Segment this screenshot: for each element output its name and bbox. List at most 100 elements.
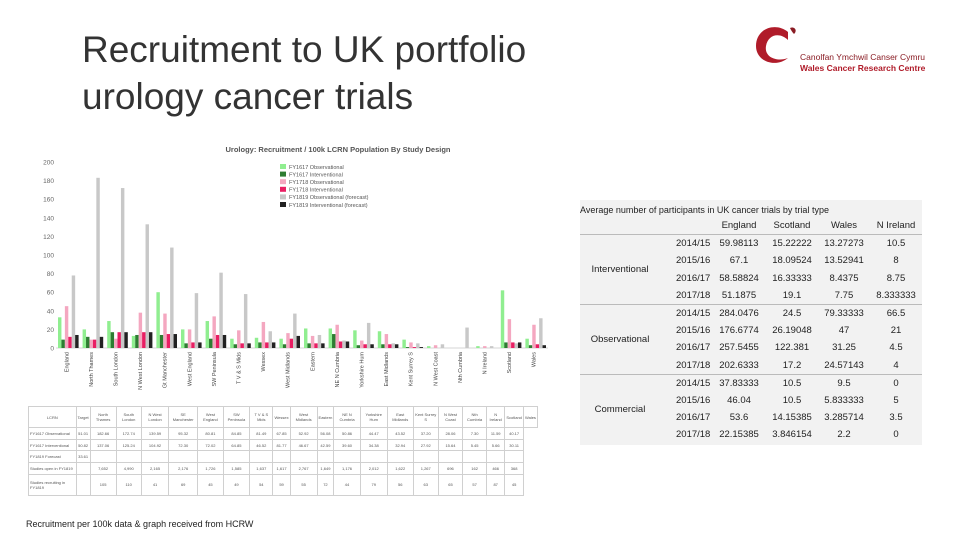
bar-fy1819-interventional-forecast- [271, 342, 276, 348]
data-table-cell: 696 [437, 462, 464, 475]
data-table-cell: 45 [197, 473, 224, 497]
bar-fy1718-interventional [289, 338, 294, 348]
data-table-row: FY1617 Interventional 50.82 137.06 125.24 10… [28, 438, 538, 452]
bar-fy1617-observational [131, 335, 136, 348]
x-tick-label: Scotland [507, 352, 513, 373]
bar-fy1617-interventional [184, 343, 188, 348]
data-table-cell: 1,585 [222, 462, 251, 475]
x-tick-label: N West London [138, 352, 144, 390]
avg-table-row: Interventional 2014/15 59.98113 15.22222 13.… [580, 234, 922, 305]
bar-fy1819-observational-forecast- [489, 346, 494, 348]
avg-table-year-cell: 2016/17 [676, 412, 711, 424]
avg-table-value-cell: 4 [893, 359, 899, 371]
data-table-cell: 44.47 [359, 427, 388, 440]
bar-fy1718-observational [163, 313, 167, 348]
data-table-cell [359, 450, 388, 464]
avg-table-value-cell: 67.1 [729, 255, 749, 267]
bar-fy1617-interventional [159, 334, 164, 348]
avg-table-year-cell: 2015/16 [676, 325, 711, 337]
bar-fy1718-interventional [338, 341, 343, 348]
avg-table-value-cell: 24.5 [766, 303, 818, 323]
avg-table-value-cell: 22.15385 [719, 429, 759, 441]
avg-table-row: 2017/18 51.1875 19.1 7.75 8.333333 [580, 287, 922, 305]
data-table-cell: 1,649 [316, 462, 335, 475]
bar-fy1819-observational-forecast- [366, 322, 371, 348]
data-table-cell: 368 [504, 462, 524, 475]
y-tick-label: 180 [43, 178, 54, 185]
data-table-row: FY1617 Observational 51.01 182.66 172.74 139… [28, 427, 538, 440]
data-table-cell [272, 450, 291, 464]
bar-fy1718-observational [261, 321, 266, 348]
avg-table-value-cell: 66.5 [870, 303, 922, 323]
data-table-header-cell: North Thames [89, 405, 117, 429]
data-table-row: Studies recruiting in FY1819 105 110 41 69 45… [28, 473, 538, 497]
wales-cancer-research-centre-logo: Canolfan Ymchwil Canser Cymru Wales Canc… [748, 18, 948, 78]
avg-table-value-cell: 8.75 [886, 272, 906, 284]
bar-fy1617-interventional [528, 345, 533, 348]
avg-table-title: Average number of participants in UK can… [580, 205, 829, 215]
x-tick-label: South London [114, 352, 120, 386]
data-table-cell: 137.06 [89, 438, 117, 452]
legend-swatch [280, 164, 286, 169]
avg-table-header-cell: England [721, 220, 757, 232]
data-table-cell: 1,617 [272, 462, 291, 475]
data-table-cell [168, 450, 199, 464]
avg-table-value-cell: 10.5 [782, 394, 802, 406]
avg-table-value-cell: 13.27273 [818, 234, 870, 253]
bar-fy1718-observational [237, 330, 241, 348]
x-tick-label: Nth Cumbria [458, 351, 464, 383]
x-tick-label: Wales [532, 352, 538, 367]
bar-fy1819-interventional-forecast- [296, 335, 300, 348]
bar-fy1819-interventional-forecast- [148, 332, 153, 348]
data-table-cell: 2,176 [168, 462, 199, 475]
data-table-cell: 42.59 [316, 438, 335, 452]
avg-table-value-cell: 4.5 [889, 342, 903, 354]
bar-fy1819-observational-forecast- [243, 294, 248, 348]
bar-fy1617-observational [377, 331, 382, 348]
data-table-cell [289, 450, 318, 464]
bar-fy1718-interventional [92, 339, 97, 348]
data-table-row: Studies open in FY1819 7,652 4,990 2,165 2,1… [28, 462, 538, 475]
data-table-cell: 15.64 [437, 438, 464, 452]
avg-participants-table: England Scotland Wales N Ireland Interventio… [580, 217, 922, 444]
bar-fy1617-interventional [504, 342, 508, 348]
data-table-cell: 44 [333, 473, 361, 497]
bar-fy1617-observational [156, 292, 160, 348]
bar-fy1718-interventional [215, 334, 220, 348]
bar-fy1718-interventional [240, 343, 244, 348]
data-table-cell: 2,165 [140, 462, 170, 475]
slide-footer-note: Recruitment per 100k data & graph receiv… [26, 519, 254, 529]
data-table-cell: 51.01 [75, 427, 91, 440]
slide-title-line-2: urology cancer trials [82, 76, 414, 117]
x-tick-label: Yorkshire Hum [360, 352, 366, 388]
data-table-cell: 63 [412, 473, 439, 497]
bar-fy1617-interventional [332, 334, 336, 348]
avg-table-row: 2017/18 22.15385 3.846154 2.2 0 [580, 426, 922, 443]
bar-fy1718-observational [310, 335, 315, 348]
bar-fy1718-observational [409, 342, 413, 348]
chart-title: Urology: Recruitment / 100k LCRN Populat… [225, 145, 450, 154]
data-table-cell: 57 [462, 473, 487, 497]
avg-table-group-label: Interventional [580, 234, 660, 305]
avg-table-header-cell: Scotland [773, 220, 811, 232]
data-table-cell: 56.08 [316, 427, 335, 440]
data-table-cell: 50.86 [333, 427, 361, 440]
bar-fy1718-observational [187, 329, 192, 348]
bar-fy1819-observational-forecast- [514, 343, 518, 348]
data-table-cell: 46.67 [289, 438, 318, 452]
y-tick-label: 40 [47, 308, 55, 315]
avg-table-year-cell: 2015/16 [676, 394, 711, 406]
data-table-cell: 45 [504, 473, 524, 497]
bar-fy1819-observational-forecast- [71, 275, 76, 348]
avg-table-value-cell: 53.6 [729, 412, 749, 424]
x-tick-label: Kent Surrey S [409, 352, 415, 387]
bar-fy1819-observational-forecast- [219, 272, 223, 348]
data-table-cell [75, 473, 91, 497]
data-table-cell [333, 450, 361, 464]
bar-fy1617-observational [230, 338, 234, 348]
bar-fy1718-observational [384, 334, 389, 348]
data-table-header-cell: West England [197, 405, 224, 429]
data-table-cell: 67.85 [272, 427, 291, 440]
bar-fy1718-observational [212, 316, 216, 348]
avg-table-value-cell: 18.09524 [772, 255, 812, 267]
